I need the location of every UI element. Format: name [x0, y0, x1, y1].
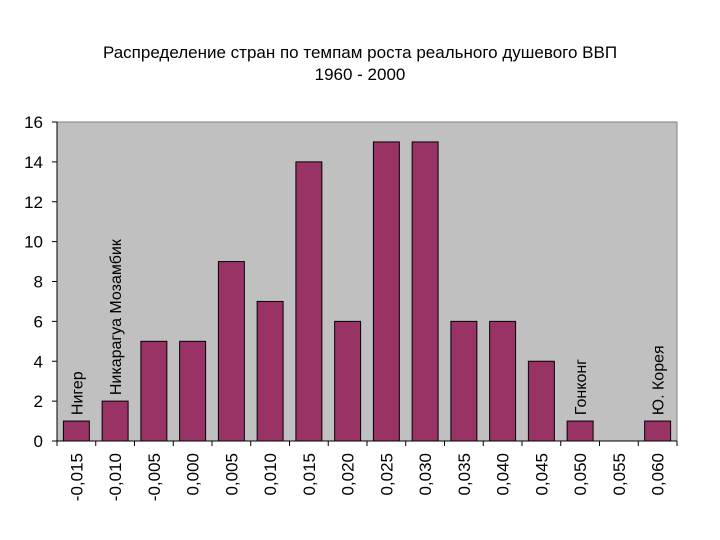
y-tick-label: 10: [24, 233, 43, 252]
x-tick-label: 0,050: [571, 453, 590, 496]
bar: [140, 340, 168, 442]
x-tick-label: 0,055: [610, 453, 629, 496]
bar: [217, 261, 245, 442]
y-tick-label: 6: [34, 312, 43, 331]
bar-annotation: Ю. Корея: [651, 345, 668, 415]
bar: [179, 340, 207, 442]
y-tick-label: 8: [34, 273, 43, 292]
y-tick-label: 0: [34, 432, 43, 451]
x-tick-label: 0,010: [261, 453, 280, 496]
x-tick-label: -0,010: [106, 453, 125, 501]
bar: [411, 141, 439, 442]
x-tick-label: -0,005: [145, 453, 164, 501]
bar: [334, 320, 362, 442]
x-tick-label: 0,045: [532, 453, 551, 496]
x-tick-label: 0,005: [222, 453, 241, 496]
bar: [101, 400, 129, 442]
bar: [527, 360, 555, 442]
bar: [644, 420, 672, 442]
x-tick-label: 0,020: [339, 453, 358, 496]
y-tick-label: 12: [24, 193, 43, 212]
y-tick-label: 4: [34, 352, 43, 371]
x-tick-label: 0,000: [184, 453, 203, 496]
y-tick-label: 16: [24, 113, 43, 132]
bar: [295, 161, 323, 442]
bar: [372, 141, 400, 442]
bar-annotation: Гонконг: [573, 359, 590, 415]
y-tick-label: 2: [34, 392, 43, 411]
chart-title: Распределение стран по темпам роста реал…: [0, 42, 720, 86]
bar: [489, 320, 517, 442]
x-tick-label: 0,060: [649, 453, 668, 496]
bar: [566, 420, 594, 442]
x-tick-label: -0,015: [67, 453, 86, 501]
bar: [256, 300, 284, 442]
bar-annotation: Никарагуа Мозамбик: [108, 238, 125, 395]
x-tick-label: 0,035: [455, 453, 474, 496]
bar: [450, 320, 478, 442]
chart-title-line: Распределение стран по темпам роста реал…: [102, 43, 618, 62]
x-tick-label: 0,040: [494, 453, 513, 496]
x-tick-label: 0,015: [300, 453, 319, 496]
bar-annotation: Нигер: [69, 371, 86, 415]
x-tick-label: 0,030: [416, 453, 435, 496]
chart-subtitle: 1960 - 2000: [314, 65, 406, 84]
y-tick-label: 14: [24, 153, 43, 172]
x-tick-label: 0,025: [377, 453, 396, 496]
bar: [62, 420, 90, 442]
